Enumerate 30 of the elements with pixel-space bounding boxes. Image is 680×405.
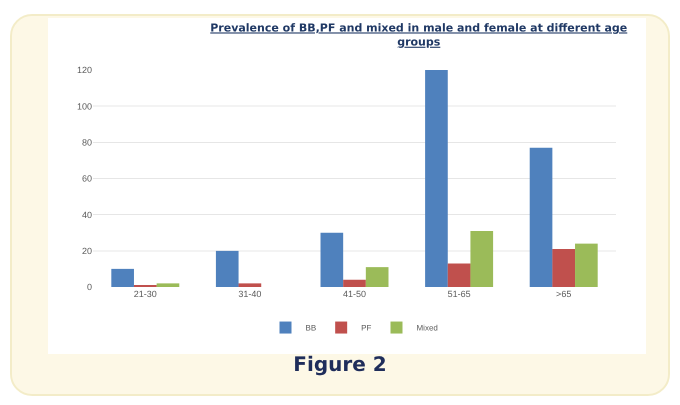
y-tick-label: 100 — [76, 101, 92, 112]
caption: Figure 2 — [292, 352, 388, 376]
x-tick-label: 21-30 — [134, 289, 157, 299]
bar — [111, 268, 134, 287]
legend-label: PF — [361, 324, 372, 333]
bar — [343, 280, 366, 287]
y-tick-label: 0 — [86, 282, 92, 292]
y-tick-label: 80 — [82, 137, 92, 148]
y-tick-label: 120 — [76, 65, 92, 76]
bar — [156, 283, 180, 287]
legend-label: Mixed — [416, 324, 438, 333]
bar — [425, 70, 448, 287]
bar — [238, 283, 262, 287]
bar — [366, 267, 388, 287]
legend-label: BB — [306, 324, 316, 333]
x-tick-label: >65 — [556, 289, 572, 299]
bar — [320, 232, 344, 287]
bar — [216, 250, 239, 287]
x-tick-label: 51-65 — [448, 289, 471, 299]
y-tick-label: 20 — [82, 246, 92, 256]
x-tick-label: 41-50 — [342, 289, 366, 299]
bar — [552, 249, 576, 287]
x-tick-label: 31-40 — [238, 289, 262, 299]
chart-title: Prevalence of BB,PF and mixed in male and female at different age groups — [210, 21, 628, 49]
bar — [530, 148, 552, 287]
bar — [575, 244, 598, 287]
y-tick-label: 60 — [82, 174, 92, 184]
y-tick-label: 40 — [82, 210, 92, 220]
bar — [470, 230, 494, 287]
bar — [448, 263, 470, 287]
